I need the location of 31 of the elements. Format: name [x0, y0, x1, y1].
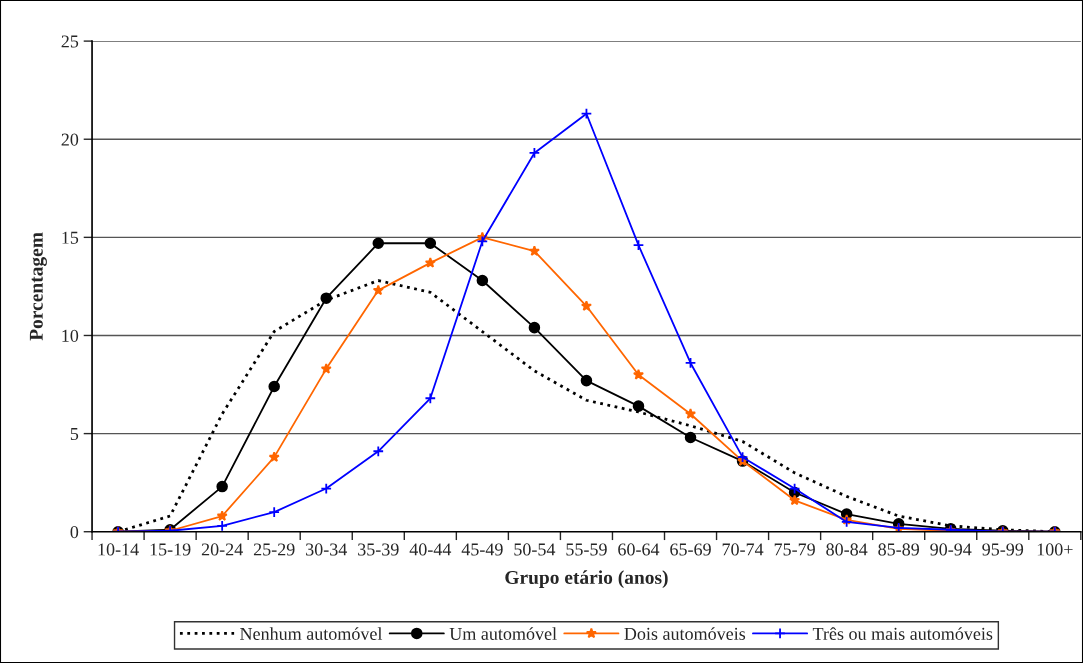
y-tick-label: 15 [62, 231, 79, 244]
x-tick-label: 65-69 [670, 543, 711, 556]
y-axis-title: Porcentagem [29, 232, 47, 341]
y-tick-label: 25 [61, 35, 79, 48]
x-tick-label: 35-39 [358, 543, 399, 556]
x-tick-label: 40-44 [409, 543, 452, 556]
y-tick-label: 0 [70, 525, 79, 539]
y-tick-label: 5 [70, 428, 79, 441]
x-tick-label: 70-74 [722, 543, 764, 556]
x-tick-label: 15-19 [150, 543, 191, 556]
x-tick-label: 100+ [1037, 543, 1073, 556]
legend-label: Três ou mais automóveis [812, 627, 993, 640]
x-tick-label: 95-99 [982, 543, 1024, 556]
x-tick-label: 45-49 [461, 543, 503, 556]
x-axis-title: Grupo etário (anos) [505, 570, 668, 588]
x-tick-label: 30-34 [306, 543, 348, 556]
x-tick-label: 55-59 [566, 543, 607, 556]
legend-label: Nenhum automóvel [240, 627, 383, 640]
x-tick-label: 90-94 [930, 543, 972, 556]
x-tick-label: 60-64 [618, 543, 660, 556]
y-tick-label: 10 [62, 329, 79, 342]
x-tick-label: 25-29 [253, 543, 295, 556]
x-tick-label: 10-14 [98, 543, 139, 556]
x-tick-label: 20-24 [201, 543, 243, 556]
x-tick-label: 75-79 [774, 543, 815, 556]
legend-label: Um automóvel [449, 627, 557, 640]
x-tick-label: 80-84 [826, 543, 868, 556]
x-tick-label: 50-54 [514, 543, 556, 556]
legend-label: Dois automóveis [624, 627, 746, 640]
x-tick-label: 85-89 [878, 543, 920, 556]
y-tick-label: 20 [61, 133, 79, 146]
